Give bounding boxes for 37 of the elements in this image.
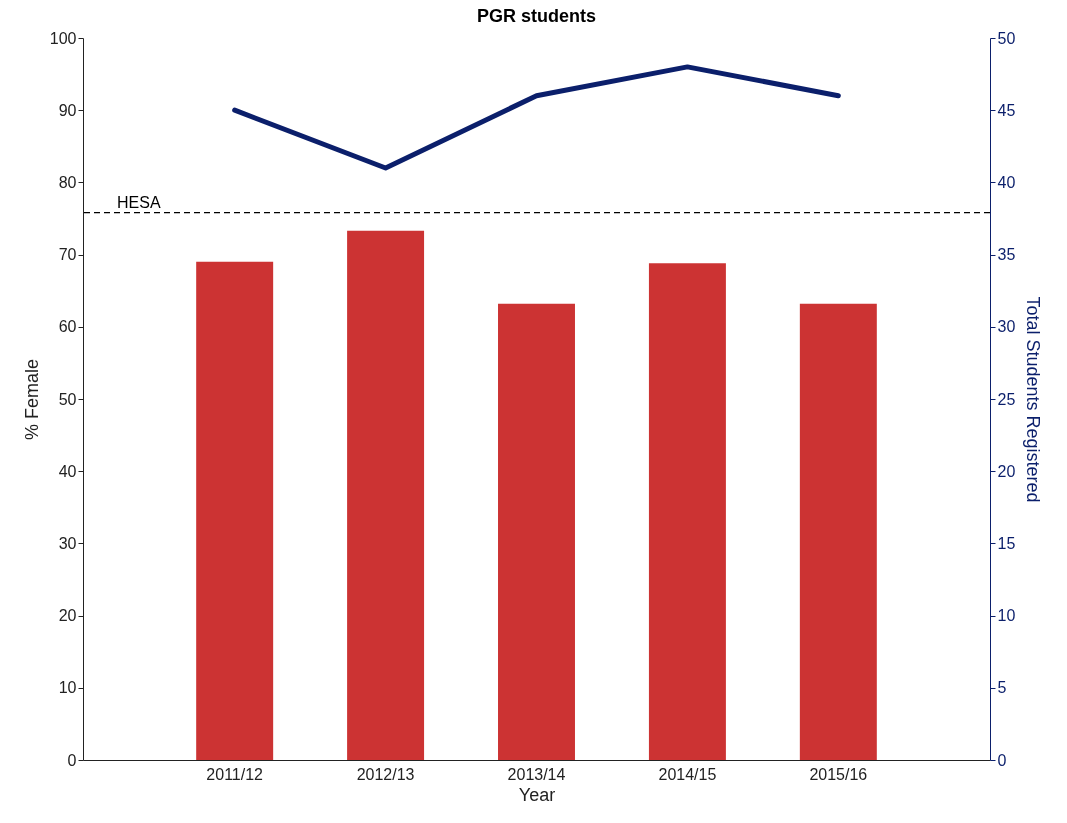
x-axis-title: Year: [518, 784, 556, 805]
x-tick-label: 2012/13: [356, 765, 415, 783]
x-tick-label: 2013/14: [507, 765, 566, 783]
x-tick-label: 2015/16: [809, 765, 868, 783]
y2-tick-label: 30: [997, 318, 1016, 336]
y-tick-label: 100: [49, 29, 77, 47]
y-tick-label: 40: [58, 462, 77, 480]
y2-axis-title: Total Students Registered: [1023, 296, 1044, 503]
chart-title: PGR students: [476, 6, 597, 26]
y-tick-label: 60: [58, 318, 77, 336]
y-tick-label: 30: [58, 534, 77, 552]
y-tick-label: 10: [58, 679, 77, 697]
y2-tick-label: 25: [997, 390, 1016, 408]
y-tick-label: 50: [58, 390, 77, 408]
ref-line-label: HESA: [117, 193, 161, 211]
y2-tick-label: 45: [997, 101, 1016, 119]
x-tick-label: 2014/15: [658, 765, 717, 783]
y-tick-label: 90: [58, 101, 77, 119]
y2-tick-label: 50: [997, 29, 1016, 47]
y2-tick-label: 35: [997, 246, 1016, 264]
y2-tick-label: 20: [997, 462, 1016, 480]
y-tick-label: 20: [58, 607, 77, 625]
y-tick-label: 80: [58, 173, 77, 191]
y2-tick-label: 15: [997, 534, 1016, 552]
y2-tick-label: 5: [997, 679, 1007, 697]
x-tick-label: 2011/12: [206, 765, 264, 783]
y2-tick-label: 40: [997, 173, 1016, 191]
bar: [498, 303, 575, 760]
bar: [347, 230, 425, 760]
y-tick-label: 0: [67, 751, 77, 769]
bar: [648, 263, 726, 760]
y2-tick-label: 0: [997, 751, 1007, 769]
y-tick-label: 70: [58, 246, 77, 264]
bar: [799, 303, 877, 760]
bar: [196, 261, 274, 760]
y2-tick-label: 10: [997, 607, 1016, 625]
y-axis-title: % Female: [21, 358, 42, 441]
